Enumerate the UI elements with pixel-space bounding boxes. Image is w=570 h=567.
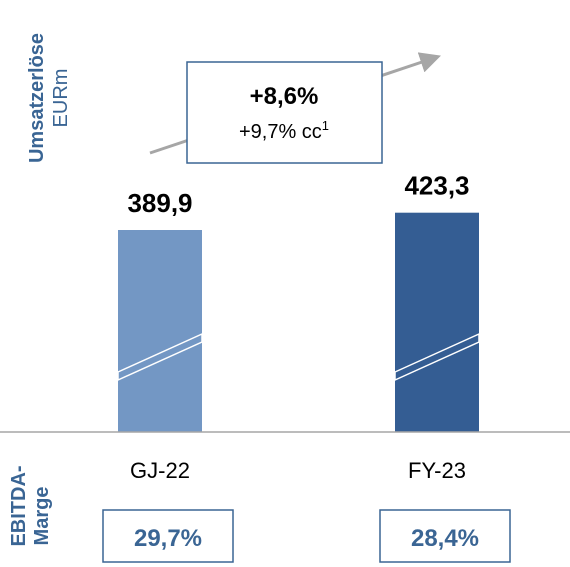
axis-break-mark [117,332,203,382]
bar-fy-23 [395,212,479,432]
bar-value-label: 389,9 [127,188,192,218]
bars-group: 389,9 423,3 [117,171,480,432]
margin-value: 28,4% [411,525,479,552]
margin-box [379,509,511,563]
axis-break-mark [394,332,480,382]
category-label: GJ-22 [130,458,190,483]
margin-box [102,509,234,563]
growth-cc-footnote: 1 [322,118,329,133]
bar-value-label: 423,3 [404,171,469,201]
margin-value: 29,7% [134,525,202,552]
category-labels: GJ-22 FY-23 [130,458,466,483]
growth-percent: +8,6% [250,83,319,110]
y-axis-unit: EURm [50,69,72,128]
bar-gj-22 [118,230,202,432]
y-axis-title: Umsatzerlöse [26,33,48,163]
category-label: FY-23 [408,458,466,483]
margin-boxes: 29,7% 28,4% [102,509,511,563]
margin-label-line1: EBITDA- [8,465,30,546]
growth-box [186,61,383,164]
growth-cc-text: +9,7% cc [239,121,322,143]
growth-cc: +9,7% cc1 [239,118,329,143]
margin-label-line2: Marge [31,487,53,546]
